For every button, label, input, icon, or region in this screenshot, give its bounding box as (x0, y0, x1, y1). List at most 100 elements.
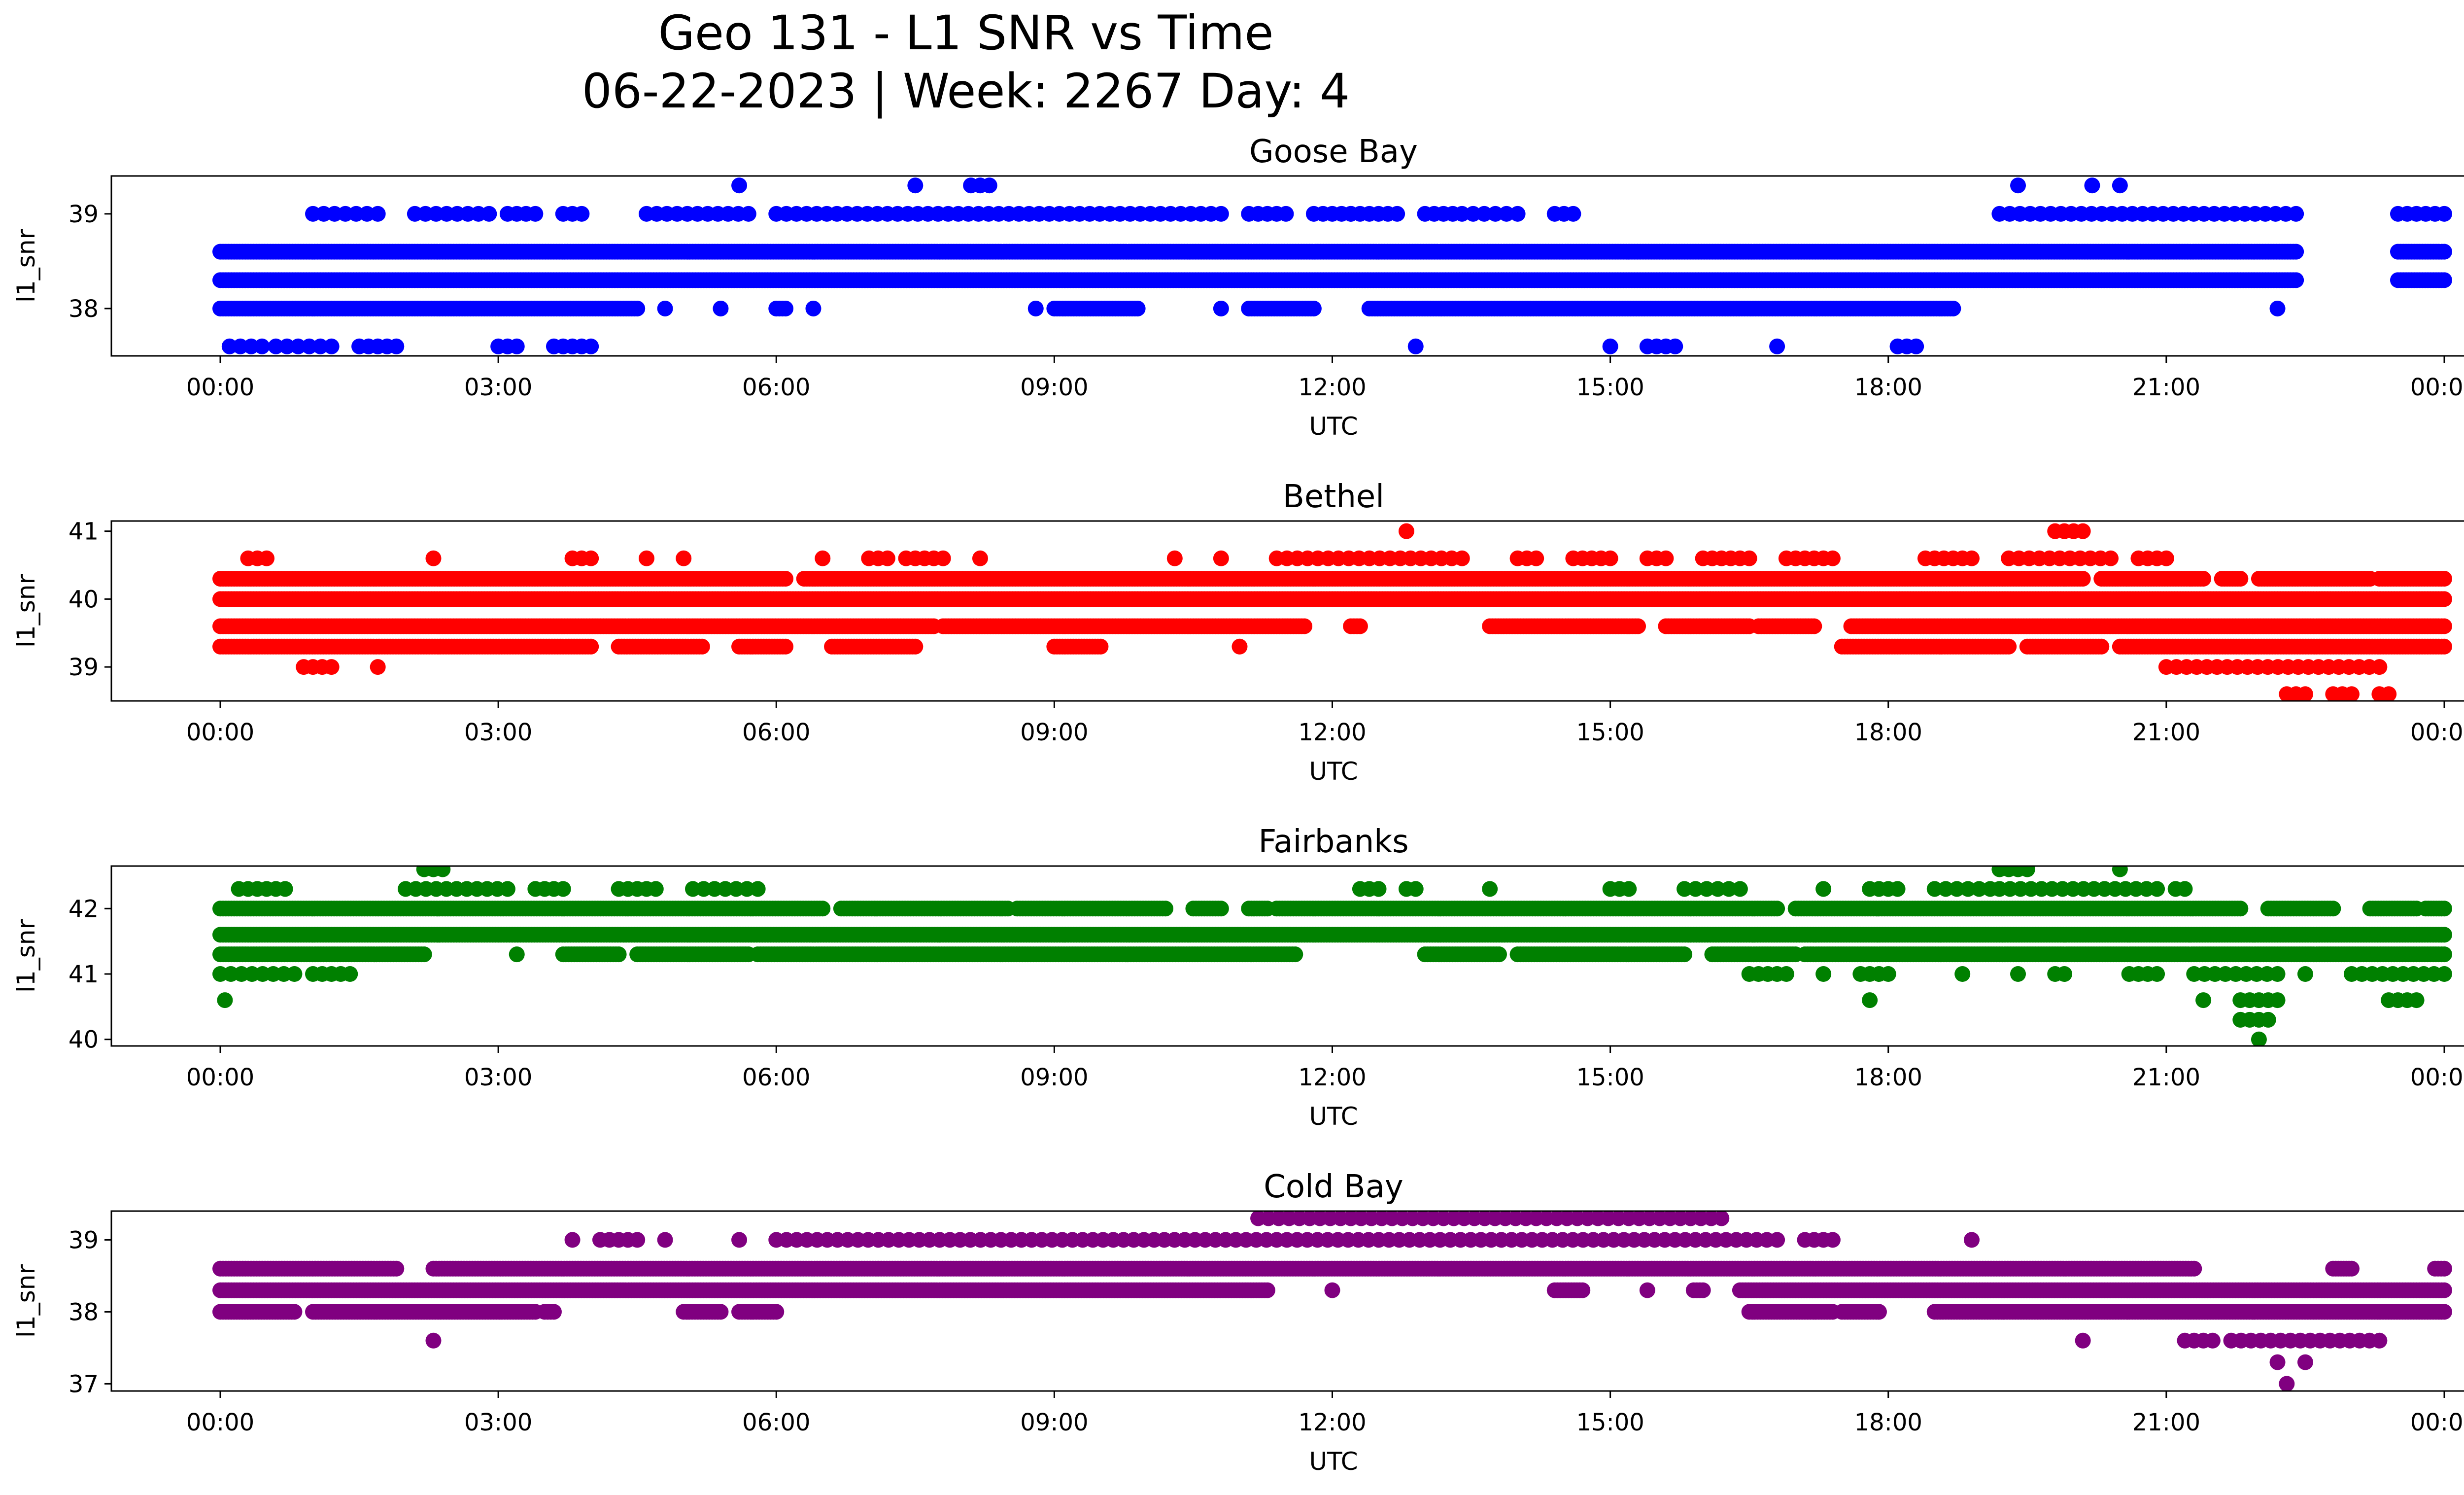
data-point (1565, 206, 1581, 222)
data-point (778, 571, 794, 587)
data-point (574, 206, 590, 222)
data-point (1352, 618, 1368, 634)
data-point (2288, 243, 2304, 260)
data-point (879, 550, 895, 566)
data-point (1509, 206, 1526, 222)
data-point (629, 300, 646, 316)
data-point (2288, 206, 2304, 222)
x-tick-label: 18:00 (1854, 374, 1922, 401)
data-point (1476, 206, 1492, 222)
data-point (1232, 638, 1248, 655)
data-point (778, 638, 794, 655)
data-point (2001, 638, 2017, 655)
data-point (657, 300, 673, 316)
data-point (1129, 300, 1146, 316)
data-point (676, 550, 692, 566)
x-tick-label: 12:00 (1298, 374, 1366, 401)
data-point (815, 550, 831, 566)
data-point (268, 338, 284, 354)
data-point (713, 300, 729, 316)
data-point (638, 550, 654, 566)
data-point (1213, 550, 1229, 566)
data-point (740, 206, 756, 222)
data-point (1528, 550, 1544, 566)
subplot-title: Bethel (1283, 479, 1384, 515)
data-point (221, 338, 238, 354)
data-point (290, 338, 306, 354)
data-point (315, 206, 332, 222)
data-point (2093, 638, 2110, 655)
x-axis-label: UTC (1309, 412, 1358, 441)
data-point (972, 550, 988, 566)
data-point (2297, 686, 2313, 701)
data-point (312, 338, 329, 354)
data-point (1465, 206, 1481, 222)
data-point (359, 206, 375, 222)
data-point (527, 206, 544, 222)
data-point (509, 338, 525, 354)
data-point (2371, 659, 2388, 675)
data-point (1602, 550, 1618, 566)
data-point (2195, 571, 2212, 587)
data-point (1769, 338, 1785, 354)
data-point (778, 300, 794, 316)
data-point (370, 659, 386, 675)
data-point (1454, 206, 1470, 222)
data-point (2084, 177, 2100, 194)
data-point (370, 206, 386, 222)
data-point (337, 206, 353, 222)
data-point (1454, 550, 1470, 566)
figure-title-line1: Geo 131 - L1 SNR vs Time (658, 5, 1274, 61)
data-point (425, 550, 442, 566)
data-point (1297, 618, 1313, 634)
data-point (2436, 206, 2452, 222)
data-point (731, 177, 748, 194)
data-point (323, 659, 340, 675)
data-point (2436, 571, 2452, 587)
data-point (2436, 591, 2452, 607)
data-point (583, 550, 599, 566)
x-tick-label: 00:00 (186, 374, 254, 401)
x-tick-label: 06:00 (742, 374, 810, 401)
series-points (212, 523, 2452, 701)
data-point (279, 338, 295, 354)
data-point (2436, 243, 2452, 260)
data-point (243, 338, 259, 354)
plot-area-frame (110, 175, 2464, 357)
x-tick-label: 03:00 (464, 374, 532, 401)
data-point (2269, 300, 2286, 316)
data-point (1166, 550, 1183, 566)
x-tick-label: 21:00 (2132, 374, 2200, 401)
data-point (232, 338, 248, 354)
data-point (1027, 300, 1044, 316)
x-tick-label: 09:00 (1020, 374, 1088, 401)
y-tick-label: 38 (68, 295, 99, 323)
data-point (805, 300, 821, 316)
data-point (254, 338, 270, 354)
y-tick-label: 39 (68, 201, 99, 228)
data-point (2436, 272, 2452, 288)
subplot-title: Goose Bay (1249, 134, 1418, 170)
data-point (694, 638, 710, 655)
data-point (2436, 638, 2452, 655)
data-point (1093, 638, 1109, 655)
figure-title-line2: 06-22-2023 | Week: 2267 Day: 4 (582, 64, 1350, 119)
data-point (1630, 618, 1646, 634)
data-point (348, 206, 364, 222)
data-point (981, 177, 997, 194)
data-point (907, 638, 924, 655)
data-point (326, 206, 342, 222)
data-point (323, 338, 340, 354)
data-point (1305, 300, 1322, 316)
data-point (388, 338, 405, 354)
series-points (212, 177, 2452, 354)
data-point (301, 338, 317, 354)
data-point (1806, 618, 1822, 634)
data-point (2343, 686, 2360, 701)
data-point (2232, 571, 2249, 587)
data-point (583, 638, 599, 655)
